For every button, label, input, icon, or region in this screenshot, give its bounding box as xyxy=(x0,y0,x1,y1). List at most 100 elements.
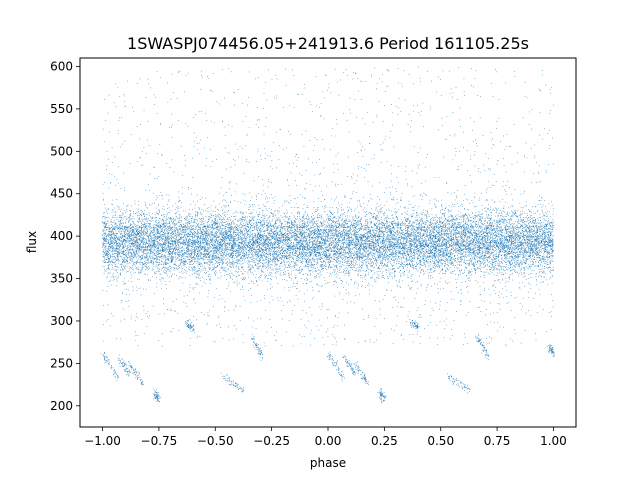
data-point xyxy=(165,252,166,253)
data-point xyxy=(454,243,456,245)
data-point xyxy=(195,216,196,218)
data-point xyxy=(235,234,236,235)
data-point xyxy=(410,265,411,267)
data-point xyxy=(213,250,215,252)
data-point xyxy=(133,249,135,251)
data-point xyxy=(474,215,476,217)
data-point xyxy=(387,261,388,263)
data-point xyxy=(303,222,305,224)
data-point xyxy=(166,214,168,216)
data-point xyxy=(133,223,135,224)
data-point xyxy=(181,253,183,254)
data-point xyxy=(482,258,484,260)
data-point xyxy=(529,267,531,269)
data-point xyxy=(186,246,187,248)
data-point xyxy=(315,209,317,211)
data-point xyxy=(406,236,408,238)
data-point xyxy=(310,225,312,227)
data-point xyxy=(253,225,255,227)
data-point xyxy=(528,256,530,257)
data-point xyxy=(273,231,274,233)
data-point xyxy=(124,246,126,247)
data-point xyxy=(522,228,523,229)
data-point xyxy=(198,229,199,230)
data-point xyxy=(402,256,404,258)
data-point xyxy=(303,254,304,256)
data-point xyxy=(411,243,413,245)
data-point xyxy=(281,245,283,246)
data-point xyxy=(489,245,491,247)
data-point xyxy=(338,239,340,241)
data-point xyxy=(136,208,138,210)
data-point xyxy=(545,226,547,227)
data-point xyxy=(438,260,440,262)
data-point xyxy=(315,243,317,245)
data-point xyxy=(310,238,312,240)
data-point xyxy=(337,253,338,255)
data-point xyxy=(181,262,182,264)
data-point xyxy=(254,265,256,267)
data-point xyxy=(158,247,159,248)
data-point xyxy=(366,245,368,246)
data-point xyxy=(491,267,493,269)
data-point xyxy=(514,221,516,222)
data-point xyxy=(547,246,549,248)
data-point xyxy=(440,242,442,244)
data-point xyxy=(271,231,273,233)
data-point xyxy=(498,279,499,281)
data-point xyxy=(170,239,171,241)
data-point xyxy=(369,245,371,246)
data-point xyxy=(490,219,492,221)
data-point xyxy=(218,262,220,263)
data-point xyxy=(490,233,492,234)
data-point xyxy=(201,218,203,220)
data-point xyxy=(304,252,306,253)
data-point xyxy=(518,226,520,228)
data-point xyxy=(313,218,315,220)
data-point xyxy=(244,253,245,255)
data-point xyxy=(478,263,480,265)
data-point xyxy=(212,244,213,245)
data-point xyxy=(143,253,145,255)
data-point xyxy=(400,266,402,267)
data-point xyxy=(519,236,521,238)
data-point xyxy=(180,263,181,265)
data-point xyxy=(475,250,477,252)
data-point xyxy=(360,223,362,224)
data-point xyxy=(415,232,416,233)
data-point xyxy=(207,240,209,242)
data-point xyxy=(229,265,230,267)
data-point xyxy=(213,263,215,265)
data-point xyxy=(293,233,294,235)
data-point xyxy=(160,238,162,240)
data-point xyxy=(493,242,495,244)
data-point xyxy=(353,239,354,240)
data-point xyxy=(158,253,160,255)
data-point xyxy=(518,262,520,264)
data-point xyxy=(121,267,122,268)
data-point xyxy=(384,212,386,214)
data-point xyxy=(354,243,356,244)
data-point xyxy=(498,221,500,222)
data-point xyxy=(248,239,250,241)
data-point xyxy=(284,221,286,223)
data-point xyxy=(353,258,355,260)
data-point xyxy=(238,251,240,253)
data-point xyxy=(308,244,310,245)
data-point xyxy=(194,266,196,267)
data-point xyxy=(464,231,466,233)
data-point xyxy=(416,246,418,247)
data-point xyxy=(253,246,255,248)
data-point xyxy=(321,239,322,241)
data-point xyxy=(499,248,500,249)
data-point xyxy=(485,228,487,229)
data-point xyxy=(514,228,516,229)
data-point xyxy=(495,240,497,242)
data-point xyxy=(394,211,396,213)
data-point xyxy=(467,246,469,248)
data-point xyxy=(301,253,303,254)
data-point xyxy=(460,237,462,238)
data-point xyxy=(213,247,215,249)
data-point xyxy=(534,246,536,248)
data-point xyxy=(115,259,117,261)
